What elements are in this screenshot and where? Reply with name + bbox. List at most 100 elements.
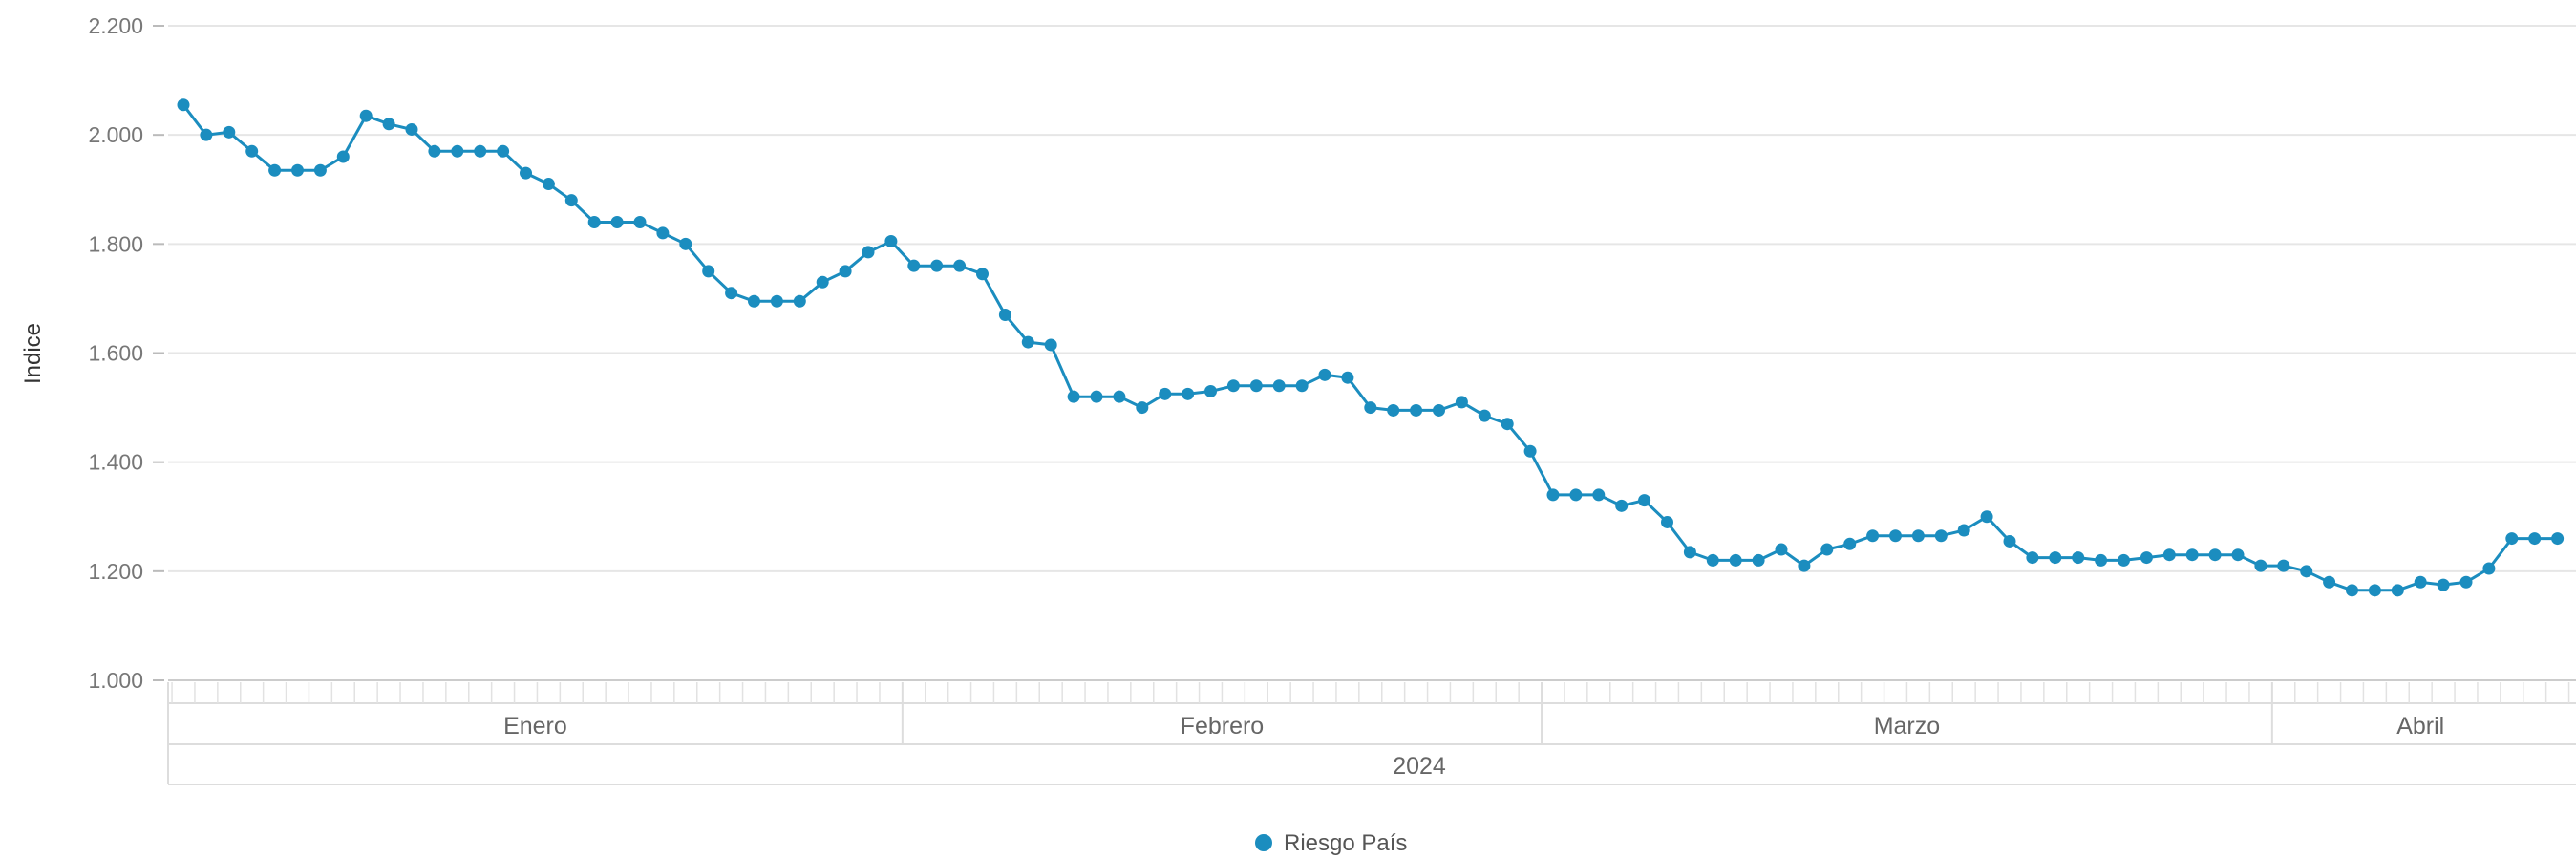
data-point[interactable] — [2528, 532, 2542, 546]
data-point[interactable] — [1090, 390, 1103, 403]
data-point[interactable] — [907, 259, 921, 272]
data-point[interactable] — [1661, 515, 1673, 528]
data-point[interactable] — [2277, 559, 2290, 572]
data-point[interactable] — [1159, 387, 1172, 400]
legend[interactable]: Riesgo País — [1255, 830, 1407, 856]
data-point[interactable] — [1866, 529, 1880, 543]
data-point[interactable] — [382, 118, 395, 131]
data-point[interactable] — [2185, 548, 2199, 562]
data-point[interactable] — [428, 144, 441, 158]
data-point[interactable] — [587, 216, 601, 228]
data-point[interactable] — [200, 128, 213, 141]
data-point[interactable] — [1455, 396, 1468, 409]
data-point[interactable] — [976, 268, 989, 281]
data-point[interactable] — [679, 237, 692, 250]
data-point[interactable] — [610, 216, 624, 228]
data-point[interactable] — [474, 144, 487, 158]
data-point[interactable] — [1478, 409, 1491, 422]
data-point[interactable] — [2049, 551, 2062, 565]
data-point[interactable] — [2162, 548, 2176, 562]
data-point[interactable] — [223, 125, 236, 139]
data-point[interactable] — [336, 150, 350, 163]
data-point[interactable] — [542, 178, 555, 191]
data-point[interactable] — [770, 294, 783, 308]
data-point[interactable] — [497, 144, 510, 158]
data-point[interactable] — [2026, 551, 2039, 565]
data-point[interactable] — [1683, 546, 1696, 559]
data-point[interactable] — [839, 265, 852, 278]
data-point[interactable] — [702, 265, 715, 278]
data-point[interactable] — [1204, 384, 1217, 397]
data-point[interactable] — [1067, 390, 1080, 403]
data-point[interactable] — [884, 234, 898, 247]
data-point[interactable] — [1592, 488, 1606, 502]
data-point[interactable] — [1957, 524, 1970, 537]
data-point[interactable] — [2300, 565, 2313, 578]
data-point[interactable] — [2072, 551, 2085, 565]
data-point[interactable] — [930, 259, 944, 272]
data-point[interactable] — [816, 275, 829, 289]
data-point[interactable] — [1820, 543, 1834, 556]
data-point[interactable] — [1889, 529, 1902, 543]
data-point[interactable] — [1272, 379, 1286, 393]
data-point[interactable] — [748, 294, 760, 308]
data-point[interactable] — [1341, 371, 1354, 384]
data-point[interactable] — [564, 194, 578, 207]
data-point[interactable] — [1387, 403, 1400, 417]
data-point[interactable] — [2391, 584, 2404, 597]
data-point[interactable] — [656, 226, 670, 240]
data-point[interactable] — [2140, 551, 2153, 565]
data-point[interactable] — [953, 259, 967, 272]
data-point[interactable] — [1410, 403, 1423, 417]
data-point[interactable] — [291, 163, 304, 177]
data-point[interactable] — [1752, 553, 1765, 567]
data-point[interactable] — [1433, 403, 1445, 417]
data-point[interactable] — [2414, 575, 2427, 589]
data-point[interactable] — [1523, 444, 1537, 458]
data-point[interactable] — [2346, 584, 2358, 597]
data-point[interactable] — [313, 163, 327, 177]
data-point[interactable] — [2459, 575, 2473, 589]
data-point[interactable] — [998, 309, 1011, 322]
data-point[interactable] — [177, 98, 190, 112]
data-point[interactable] — [1934, 529, 1948, 543]
data-point[interactable] — [1044, 338, 1057, 352]
data-point[interactable] — [1021, 335, 1034, 349]
data-point[interactable] — [451, 144, 464, 158]
data-point[interactable] — [725, 287, 738, 300]
data-point[interactable] — [1980, 510, 1993, 524]
data-point[interactable] — [862, 246, 875, 259]
data-point[interactable] — [1113, 390, 1126, 403]
data-point[interactable] — [2254, 559, 2267, 572]
data-point[interactable] — [2323, 575, 2336, 589]
data-point[interactable] — [2437, 578, 2450, 591]
data-point[interactable] — [2208, 548, 2222, 562]
data-point[interactable] — [2003, 534, 2016, 548]
data-point[interactable] — [405, 122, 418, 136]
data-point[interactable] — [1364, 401, 1377, 415]
data-point[interactable] — [1182, 387, 1195, 400]
data-point[interactable] — [633, 216, 647, 228]
data-point[interactable] — [1318, 368, 1331, 381]
data-point[interactable] — [1911, 529, 1925, 543]
data-point[interactable] — [1136, 401, 1149, 415]
data-point[interactable] — [359, 109, 373, 122]
data-point[interactable] — [268, 163, 282, 177]
data-point[interactable] — [520, 166, 532, 180]
data-point[interactable] — [1798, 559, 1811, 572]
data-point[interactable] — [1615, 499, 1629, 512]
data-point[interactable] — [2482, 562, 2496, 575]
data-point[interactable] — [2095, 553, 2108, 567]
data-point[interactable] — [1546, 488, 1560, 502]
data-point[interactable] — [2551, 532, 2565, 546]
data-point[interactable] — [2118, 553, 2130, 567]
data-point[interactable] — [2368, 584, 2381, 597]
data-point[interactable] — [245, 144, 259, 158]
data-point[interactable] — [1226, 379, 1240, 393]
data-point[interactable] — [2505, 532, 2519, 546]
data-point[interactable] — [1638, 494, 1651, 507]
data-point[interactable] — [1843, 537, 1857, 550]
data-point[interactable] — [1569, 488, 1583, 502]
data-point[interactable] — [1249, 379, 1263, 393]
data-point[interactable] — [1295, 379, 1309, 393]
